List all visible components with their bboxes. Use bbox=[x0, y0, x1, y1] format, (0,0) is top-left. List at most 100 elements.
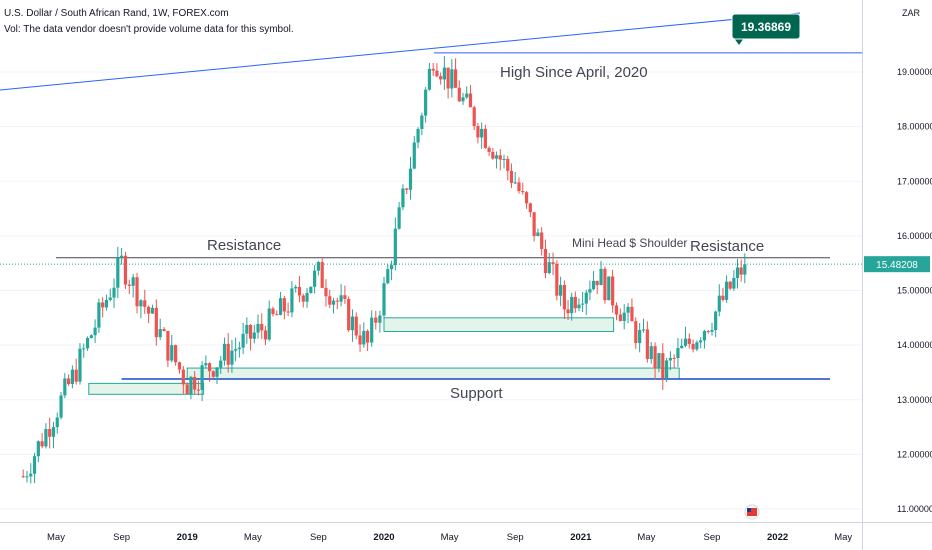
candle-body bbox=[683, 338, 688, 346]
candle-body bbox=[362, 330, 366, 345]
candle-body bbox=[131, 277, 135, 286]
candle-body bbox=[40, 441, 44, 447]
candle-body bbox=[267, 308, 271, 340]
candle-body bbox=[234, 349, 238, 351]
x-tick-label: Sep bbox=[704, 532, 721, 543]
target-badge-label: 19.36869 bbox=[741, 20, 791, 34]
candle-body bbox=[435, 70, 439, 77]
candle-body bbox=[657, 353, 661, 369]
x-tick-label: 2022 bbox=[767, 532, 788, 543]
candle-body bbox=[347, 298, 351, 331]
candle-body bbox=[248, 324, 253, 339]
candle-body bbox=[226, 343, 230, 365]
candle-body bbox=[494, 155, 499, 159]
candle-body bbox=[743, 264, 747, 275]
candle-body bbox=[453, 69, 458, 88]
candle-body bbox=[536, 232, 540, 237]
candle-body bbox=[714, 311, 718, 330]
candle-body bbox=[48, 429, 52, 437]
candle-body bbox=[626, 306, 630, 313]
candle-body bbox=[44, 429, 48, 447]
candle-body bbox=[630, 306, 634, 322]
candle-body bbox=[513, 182, 517, 184]
y-tick-label: 15.00000 bbox=[897, 286, 932, 296]
candle-body bbox=[331, 300, 336, 305]
candle-body bbox=[732, 278, 736, 289]
candle-body bbox=[427, 68, 432, 90]
candle-body bbox=[82, 348, 86, 350]
candle-body bbox=[108, 297, 112, 300]
candle-body bbox=[120, 255, 124, 258]
candle-body bbox=[540, 232, 544, 249]
candle-body bbox=[491, 151, 495, 159]
candle-body bbox=[717, 295, 721, 312]
x-tick-label: May bbox=[441, 532, 459, 543]
candle-body bbox=[116, 257, 120, 288]
candle-body bbox=[532, 212, 536, 237]
candle-body bbox=[211, 371, 215, 377]
candle-body bbox=[584, 292, 588, 304]
candle-body bbox=[278, 298, 283, 315]
candle-body bbox=[59, 395, 63, 418]
last-price-label: 15.48208 bbox=[876, 260, 918, 271]
candle-body bbox=[158, 329, 162, 338]
candle-body bbox=[603, 268, 607, 301]
candle-body bbox=[607, 276, 611, 301]
candle-body bbox=[162, 329, 166, 332]
candle-body bbox=[101, 302, 105, 308]
candle-body bbox=[143, 300, 147, 307]
annotations: Resistance Resistance Support High Since Ap… bbox=[207, 13, 801, 402]
candle-body bbox=[207, 363, 212, 372]
candle-body bbox=[150, 307, 155, 314]
x-tick-label: Sep bbox=[113, 532, 130, 543]
x-tick-label: May bbox=[47, 532, 65, 543]
candle-body bbox=[241, 333, 245, 348]
candle-body bbox=[487, 147, 491, 152]
candle-body bbox=[305, 292, 309, 302]
candle-body bbox=[559, 285, 563, 296]
y-tick-label: 16.00000 bbox=[897, 231, 932, 241]
candle-body bbox=[366, 330, 370, 343]
x-tick-label: May bbox=[834, 532, 852, 543]
candle-body bbox=[439, 76, 443, 80]
candle-body bbox=[412, 142, 416, 169]
demand-zones bbox=[88, 317, 680, 395]
candle-body bbox=[74, 369, 78, 382]
candle-body bbox=[461, 97, 465, 102]
candle-body bbox=[517, 182, 521, 192]
candle-body bbox=[483, 128, 487, 148]
candle-body bbox=[389, 265, 394, 270]
candle-body bbox=[222, 343, 227, 361]
candle-body bbox=[200, 365, 204, 390]
candle-body bbox=[70, 369, 74, 385]
candle-body bbox=[154, 307, 158, 338]
y-gridlines bbox=[0, 71, 862, 510]
candle-body bbox=[416, 129, 420, 143]
candle-body bbox=[219, 360, 223, 368]
candle-body bbox=[189, 376, 193, 395]
candle-body bbox=[386, 269, 390, 284]
candle-body bbox=[245, 324, 249, 334]
candle-body bbox=[566, 309, 570, 314]
candle-body bbox=[595, 280, 599, 286]
candle-body bbox=[256, 323, 260, 333]
candle-body bbox=[599, 268, 603, 286]
candle-body bbox=[370, 317, 374, 343]
candle-body bbox=[653, 346, 657, 369]
candle-body bbox=[382, 283, 386, 316]
candle-body bbox=[237, 347, 241, 350]
candle-body bbox=[393, 228, 397, 266]
candle-body bbox=[354, 316, 358, 336]
candle-body bbox=[78, 348, 82, 382]
candle-body bbox=[476, 126, 480, 138]
candle-body bbox=[649, 346, 653, 360]
candle-body bbox=[230, 350, 234, 365]
candle-body bbox=[634, 321, 638, 344]
candle-body bbox=[123, 255, 128, 285]
candle-body bbox=[215, 367, 219, 377]
candle-body bbox=[468, 93, 473, 108]
candle-body bbox=[55, 417, 59, 428]
candle-body bbox=[661, 353, 665, 379]
x-tick-label: May bbox=[637, 532, 655, 543]
